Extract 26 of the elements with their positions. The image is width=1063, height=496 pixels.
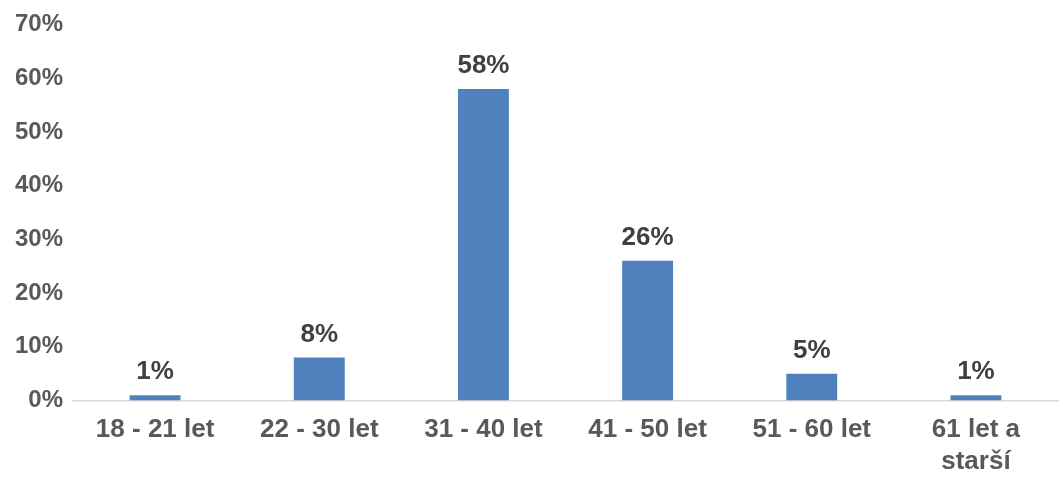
data-label: 5%	[792, 333, 831, 364]
y-tick-label: 10%	[14, 331, 64, 359]
x-tick-label: 31 - 40 let	[424, 413, 544, 444]
y-tick-label: 70%	[14, 9, 64, 37]
y-tick-label: 20%	[14, 277, 64, 305]
data-label: 1%	[136, 355, 174, 386]
y-tick-label: 0%	[28, 385, 64, 413]
bar	[786, 373, 838, 401]
data-label: 58%	[457, 49, 510, 80]
data-label: 8%	[300, 317, 339, 348]
y-tick-label: 30%	[14, 224, 64, 251]
data-label: 1%	[957, 355, 995, 386]
y-tick-label: 50%	[14, 116, 64, 144]
bar	[622, 260, 674, 401]
y-tick-label: 60%	[14, 62, 64, 90]
x-tick-label: 51 - 60 let	[752, 413, 872, 444]
x-tick-label: 41 - 50 let	[588, 413, 708, 444]
x-tick-label: 22 - 30 let	[260, 413, 379, 444]
bar	[293, 357, 345, 401]
x-tick-label: 61 let a starší	[931, 413, 1021, 475]
bar	[457, 88, 509, 401]
bar	[950, 395, 1002, 401]
y-tick-label: 40%	[14, 170, 64, 198]
bar	[129, 395, 181, 401]
data-label: 26%	[621, 221, 674, 252]
x-tick-label: 18 - 21 let	[95, 413, 215, 444]
